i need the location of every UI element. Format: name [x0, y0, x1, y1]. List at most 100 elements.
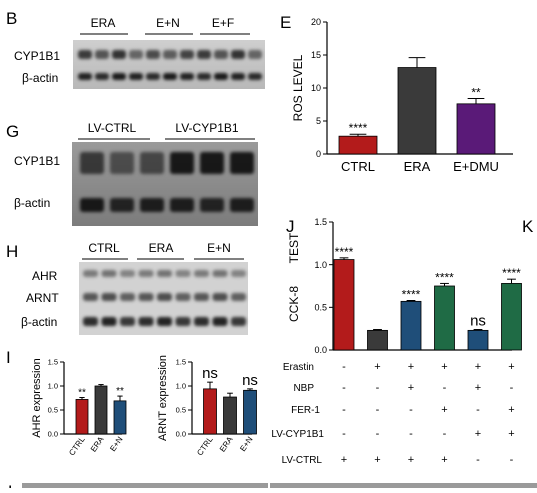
blot-band — [83, 270, 98, 277]
x-category-label: E+N — [238, 435, 255, 453]
treatment-row-label: FER-1 — [291, 405, 320, 416]
blot-h-row-label: β-actin — [21, 315, 57, 329]
blot-band — [83, 317, 98, 326]
blot-band — [80, 198, 104, 212]
blot-band — [170, 152, 194, 174]
blot-band — [83, 293, 98, 301]
treatment-mark: - — [376, 428, 380, 440]
x-category-label: CTRL — [67, 435, 87, 458]
blot-g-group-label: LV-CTRL — [88, 121, 137, 135]
y-tick-label: 1.5 — [48, 358, 58, 367]
blot-band — [101, 293, 117, 301]
treatment-mark: + — [508, 404, 514, 416]
treatment-mark: + — [441, 454, 447, 466]
blot-band — [231, 317, 246, 326]
blot-band — [197, 50, 211, 59]
treatment-mark: + — [441, 361, 447, 373]
chart-i-arnt-expression: 0.0 0.5 1.0 1.5 ARNT expression ns CTRL ERA ns E+… — [157, 355, 258, 457]
panel-letter-e: E — [280, 13, 291, 32]
significance-label: **** — [349, 121, 368, 135]
blot-band — [212, 293, 228, 301]
blot-band — [95, 73, 109, 80]
chart-j-cck8-test: 0.0 0.5 1.0 1.5 CCK-8 TEST **** **** **** ns **** E… — [271, 217, 522, 466]
treatment-mark: + — [408, 382, 414, 394]
blot-band — [101, 270, 117, 277]
panel-l-image-strip — [268, 483, 270, 488]
blot-band — [138, 293, 154, 301]
blot-band — [110, 152, 134, 174]
blot-band — [157, 317, 172, 326]
blot-band — [194, 293, 209, 301]
blot-band — [214, 50, 228, 59]
treatment-mark: - — [409, 428, 413, 440]
y-tick-label: 1.0 — [176, 382, 186, 391]
blot-b-row-label: CYP1B1 — [14, 49, 60, 63]
treatment-mark: + — [475, 361, 481, 373]
x-category-label: ERA — [404, 159, 431, 174]
blot-band — [200, 198, 224, 212]
y-tick-label: 15 — [311, 50, 321, 60]
blot-band — [146, 50, 160, 59]
significance-label: ** — [471, 86, 481, 100]
panel-letter-b: B — [6, 9, 17, 28]
panel-l-image-strip — [22, 483, 537, 488]
blot-band — [95, 50, 109, 59]
blot-b-membrane — [73, 40, 265, 89]
treatment-row-label: NBP — [293, 383, 314, 394]
bar — [333, 259, 355, 351]
blot-h-group-label: ERA — [149, 241, 174, 255]
treatment-mark: + — [441, 404, 447, 416]
y-tick-label: 5 — [316, 116, 321, 126]
blot-band — [230, 152, 254, 174]
blot-h-bands — [83, 270, 246, 326]
blot-band — [78, 50, 92, 59]
treatment-mark: + — [374, 454, 380, 466]
x-category-label: E+N — [108, 435, 125, 453]
blot-band — [140, 198, 164, 212]
treatment-mark: - — [476, 404, 480, 416]
bar — [367, 329, 388, 351]
blot-band — [248, 73, 262, 80]
treatment-mark: - — [510, 382, 514, 394]
y-axis-label: AHR expression — [31, 358, 43, 437]
panel-letter-h: H — [6, 242, 18, 261]
y-tick-label: 1.5 — [314, 217, 327, 227]
treatment-row-label: Erastin — [283, 362, 314, 373]
treatment-mark: + — [341, 454, 347, 466]
panel-letter-g: G — [6, 122, 19, 141]
bar — [467, 329, 489, 351]
treatment-mark: + — [508, 361, 514, 373]
significance-label: ** — [78, 388, 86, 399]
bar — [243, 389, 257, 435]
treatment-mark: - — [342, 361, 346, 373]
treatment-mark: + — [408, 361, 414, 373]
bar — [75, 399, 89, 435]
y-axis-label: ROS LEVEL — [291, 54, 305, 121]
blot-band — [120, 270, 135, 277]
blot-band — [170, 198, 194, 212]
blot-band — [231, 293, 246, 301]
blot-band — [200, 152, 224, 174]
blot-b-group-label: E+F — [212, 16, 234, 30]
blot-band — [175, 317, 191, 326]
y-tick-label: 0.5 — [48, 406, 58, 415]
blot-band — [163, 73, 177, 80]
blot-band — [163, 50, 177, 59]
blot-h-group-label: E+N — [207, 241, 231, 255]
y-tick-label: 10 — [311, 83, 321, 93]
y-tick-label: 0.5 — [176, 406, 186, 415]
blot-band — [146, 73, 160, 80]
blot-band — [78, 73, 92, 80]
y-tick-label: 0.0 — [314, 345, 327, 355]
bar — [203, 388, 217, 435]
x-category-label: CTRL — [195, 435, 215, 458]
x-category-label: CTRL — [341, 159, 375, 174]
blot-band — [180, 50, 194, 59]
bar — [397, 67, 437, 155]
treatment-mark: - — [510, 454, 514, 466]
treatment-mark: - — [342, 382, 346, 394]
blot-h-row-label: AHR — [32, 269, 58, 283]
blot-h-row-label: ARNT — [26, 291, 59, 305]
blot-g-group-label: LV-CYP1B1 — [175, 121, 238, 135]
